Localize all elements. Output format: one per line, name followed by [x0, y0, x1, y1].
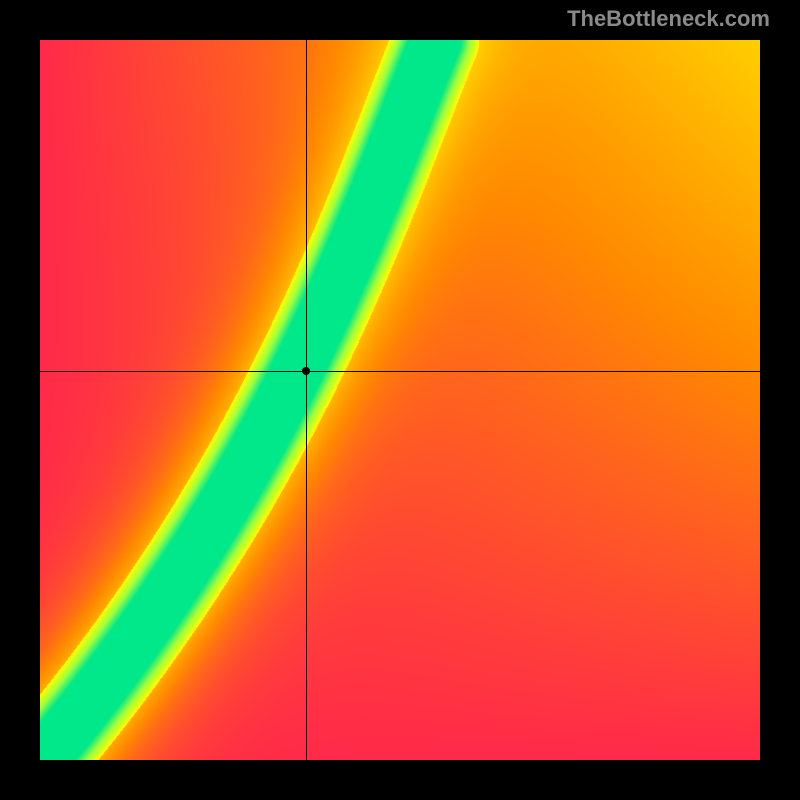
plot-area [40, 40, 760, 760]
crosshair-marker [302, 367, 310, 375]
crosshair-vertical [306, 40, 307, 760]
crosshair-horizontal [40, 371, 760, 372]
chart-container: TheBottleneck.com [0, 0, 800, 800]
heatmap-canvas [40, 40, 760, 760]
watermark-text: TheBottleneck.com [567, 6, 770, 32]
